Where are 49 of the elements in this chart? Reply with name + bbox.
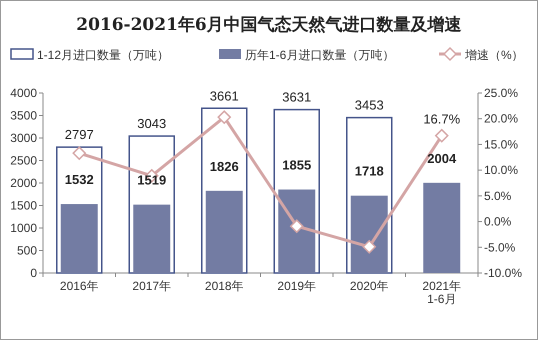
data-label: 2797: [64, 127, 94, 142]
data-label: 1718: [354, 164, 384, 179]
y2-tick-label: -10.0%: [484, 266, 522, 280]
point: [72, 146, 86, 160]
data-label: 2004: [427, 150, 457, 166]
data-label: 1519: [137, 172, 166, 188]
bar: [423, 182, 460, 273]
point: [290, 219, 304, 233]
data-label: 1855: [282, 158, 312, 173]
data-label: 1826: [210, 158, 239, 174]
data-label: 3661: [210, 88, 239, 104]
y-tick-label: 2000: [10, 176, 38, 190]
data-label: 3453: [354, 98, 384, 113]
bar: [350, 196, 388, 273]
y-tick-label: 1000: [10, 221, 38, 235]
data-label: 16.7%: [423, 112, 461, 127]
y2-tick-label: 10.0%: [484, 163, 518, 178]
x-tick-label: 2017年: [132, 279, 172, 293]
bar: [60, 204, 98, 273]
y2-tick-label: 15.0%: [484, 137, 518, 152]
point: [435, 128, 448, 142]
chart-title: 2016-2021年6月中国气态天然气进口数量及增速: [76, 15, 462, 35]
bar: [133, 204, 170, 273]
y-tick-label: 2500: [10, 154, 38, 168]
x-tick-label: 2019年: [277, 279, 316, 293]
y2-tick-label: -5.0%: [484, 240, 516, 254]
bar: [278, 190, 316, 273]
y2-tick-label: 20.0%: [484, 112, 518, 126]
bar: [206, 190, 243, 273]
legend-label: 增速（%）: [464, 48, 524, 62]
x-tick-label: 2016年: [60, 279, 99, 293]
data-label: 3043: [137, 116, 166, 132]
x-tick-label: 2018年: [204, 279, 244, 293]
point: [218, 110, 231, 124]
data-label: 3631: [282, 90, 312, 105]
y2-tick-label: 25.0%: [484, 86, 518, 100]
y2-tick-label: 5.0%: [484, 188, 512, 203]
y-tick-label: 4000: [10, 86, 38, 100]
y-tick-label: 0: [30, 266, 38, 280]
x-tick-label: 2021年 1-6月: [422, 279, 462, 306]
y2-tick-label: 0.0%: [484, 214, 512, 229]
y-tick-label: 3500: [10, 108, 38, 122]
legend-label: 1-12月进口数量（万吨）: [37, 48, 170, 62]
x-tick-label: 2020年: [350, 279, 389, 293]
y-tick-label: 1500: [10, 198, 38, 212]
y-tick-label: 500: [16, 244, 38, 258]
y-tick-label: 3000: [10, 131, 38, 145]
data-label: 1532: [64, 172, 94, 188]
point: [362, 240, 376, 254]
